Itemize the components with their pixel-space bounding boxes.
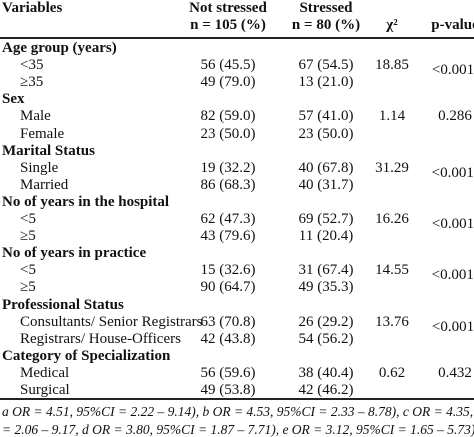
p-value-cell: <0.001e bbox=[432, 314, 474, 336]
section-title: Category of Specialization bbox=[2, 347, 171, 364]
not-stressed-cell: 63 (70.8) bbox=[200, 313, 256, 330]
not-stressed-cell: 43 (79.6) bbox=[200, 228, 256, 245]
chi2-cell: 16.26 bbox=[375, 211, 409, 227]
row-label: Single bbox=[20, 159, 59, 176]
stressed-cell: 57 (41.0) bbox=[298, 108, 354, 125]
p-value: <0.001 bbox=[431, 216, 474, 232]
chi2-cell: 0.62 bbox=[378, 364, 406, 381]
section-title: Marital Status bbox=[2, 142, 95, 159]
row-label: Surgical bbox=[20, 382, 70, 398]
stressed-cell: 23 (50.0) bbox=[298, 125, 354, 142]
stressed-cell: 13 (21.0) bbox=[298, 74, 354, 91]
stressed-cell: 40 (31.7) bbox=[298, 176, 354, 193]
p-value: <0.001 bbox=[431, 267, 474, 284]
header-not-stressed-n: n = 105 (%) bbox=[190, 17, 266, 33]
header-stressed-n: n = 80 (%) bbox=[291, 17, 361, 33]
not-stressed-cell: 15 (32.6) bbox=[200, 262, 256, 279]
section-title: Professional Status bbox=[2, 296, 124, 313]
chi2-cell: 14.55 bbox=[375, 262, 409, 279]
row-label: <5 bbox=[20, 262, 36, 279]
chi2-cell: 13.76 bbox=[375, 313, 409, 330]
p-value: <0.001 bbox=[431, 318, 474, 335]
p-value: <0.001 bbox=[431, 62, 474, 79]
chi2-cell: 1.14 bbox=[378, 108, 406, 125]
stressed-cell: 11 (20.4) bbox=[298, 228, 354, 245]
not-stressed-cell: 82 (59.0) bbox=[200, 108, 256, 125]
chi2-cell: 31.29 bbox=[375, 159, 409, 176]
row-label: ≥35 bbox=[20, 74, 44, 91]
stressed-cell: 42 (46.2) bbox=[298, 382, 354, 398]
row-label: <35 bbox=[20, 57, 44, 74]
p-value-cell: 0.432 bbox=[438, 365, 472, 382]
footnote-line: a OR = 4.51, 95%CI = 2.22 – 9.14), b OR … bbox=[2, 404, 474, 419]
section-title: No of years in practice bbox=[2, 245, 147, 262]
section-title: No of years in the hospital bbox=[2, 193, 170, 210]
not-stressed-cell: 62 (47.3) bbox=[200, 211, 256, 227]
row-label: Male bbox=[20, 108, 51, 125]
not-stressed-cell: 19 (32.2) bbox=[200, 159, 256, 176]
not-stressed-cell: 86 (68.3) bbox=[200, 176, 256, 193]
stressed-cell: 69 (52.7) bbox=[298, 211, 354, 227]
footnote-line: = 2.06 – 9.17, d OR = 3.80, 95%CI = 1.87… bbox=[2, 422, 474, 437]
row-label: <5 bbox=[20, 211, 36, 227]
header-p-value: p-value bbox=[431, 17, 474, 33]
row-label: Married bbox=[20, 176, 69, 193]
stressed-cell: 26 (29.2) bbox=[298, 313, 354, 330]
not-stressed-cell: 90 (64.7) bbox=[200, 279, 256, 296]
p-value: 0.432 bbox=[438, 364, 472, 381]
not-stressed-cell: 49 (79.0) bbox=[200, 74, 256, 91]
header-rule bbox=[0, 37, 474, 39]
p-value: <0.001 bbox=[431, 164, 474, 181]
not-stressed-cell: 49 (53.8) bbox=[200, 382, 256, 398]
stressed-cell: 49 (35.3) bbox=[298, 279, 354, 296]
section-title: Age group (years) bbox=[2, 40, 117, 56]
p-value-cell: <0.001c bbox=[432, 211, 474, 233]
row-label: Registrars/ House-Officers bbox=[20, 330, 181, 347]
p-value: 0.286 bbox=[438, 108, 472, 125]
header-stressed: Stressed bbox=[299, 0, 353, 16]
not-stressed-cell: 56 (59.6) bbox=[200, 364, 256, 381]
row-label: Female bbox=[20, 125, 65, 142]
p-value-cell: 0.286 bbox=[438, 108, 472, 125]
row-label: ≥5 bbox=[20, 279, 36, 296]
p-value-cell: <0.001d bbox=[432, 262, 474, 284]
bottom-rule bbox=[0, 398, 474, 400]
p-value-cell: <0.001a bbox=[432, 57, 474, 79]
header-not-stressed: Not stressed bbox=[189, 0, 267, 16]
stressed-cell: 40 (67.8) bbox=[298, 159, 354, 176]
stressed-cell: 31 (67.4) bbox=[298, 262, 354, 279]
stressed-cell: 54 (56.2) bbox=[298, 330, 354, 347]
header-chi2: χ² bbox=[386, 17, 398, 33]
row-label: Consultants/ Senior Registrars bbox=[20, 313, 203, 330]
section-title: Sex bbox=[2, 91, 25, 108]
not-stressed-cell: 56 (45.5) bbox=[200, 57, 256, 74]
stressed-cell: 38 (40.4) bbox=[298, 364, 354, 381]
chi2-cell: 18.85 bbox=[375, 57, 409, 74]
not-stressed-cell: 23 (50.0) bbox=[200, 125, 256, 142]
row-label: ≥5 bbox=[20, 228, 36, 245]
header-variables: Variables bbox=[2, 0, 63, 16]
row-label: Medical bbox=[20, 364, 70, 381]
stressed-cell: 67 (54.5) bbox=[298, 57, 354, 74]
not-stressed-cell: 42 (43.8) bbox=[200, 330, 256, 347]
p-value-cell: <0.001b bbox=[432, 160, 474, 182]
